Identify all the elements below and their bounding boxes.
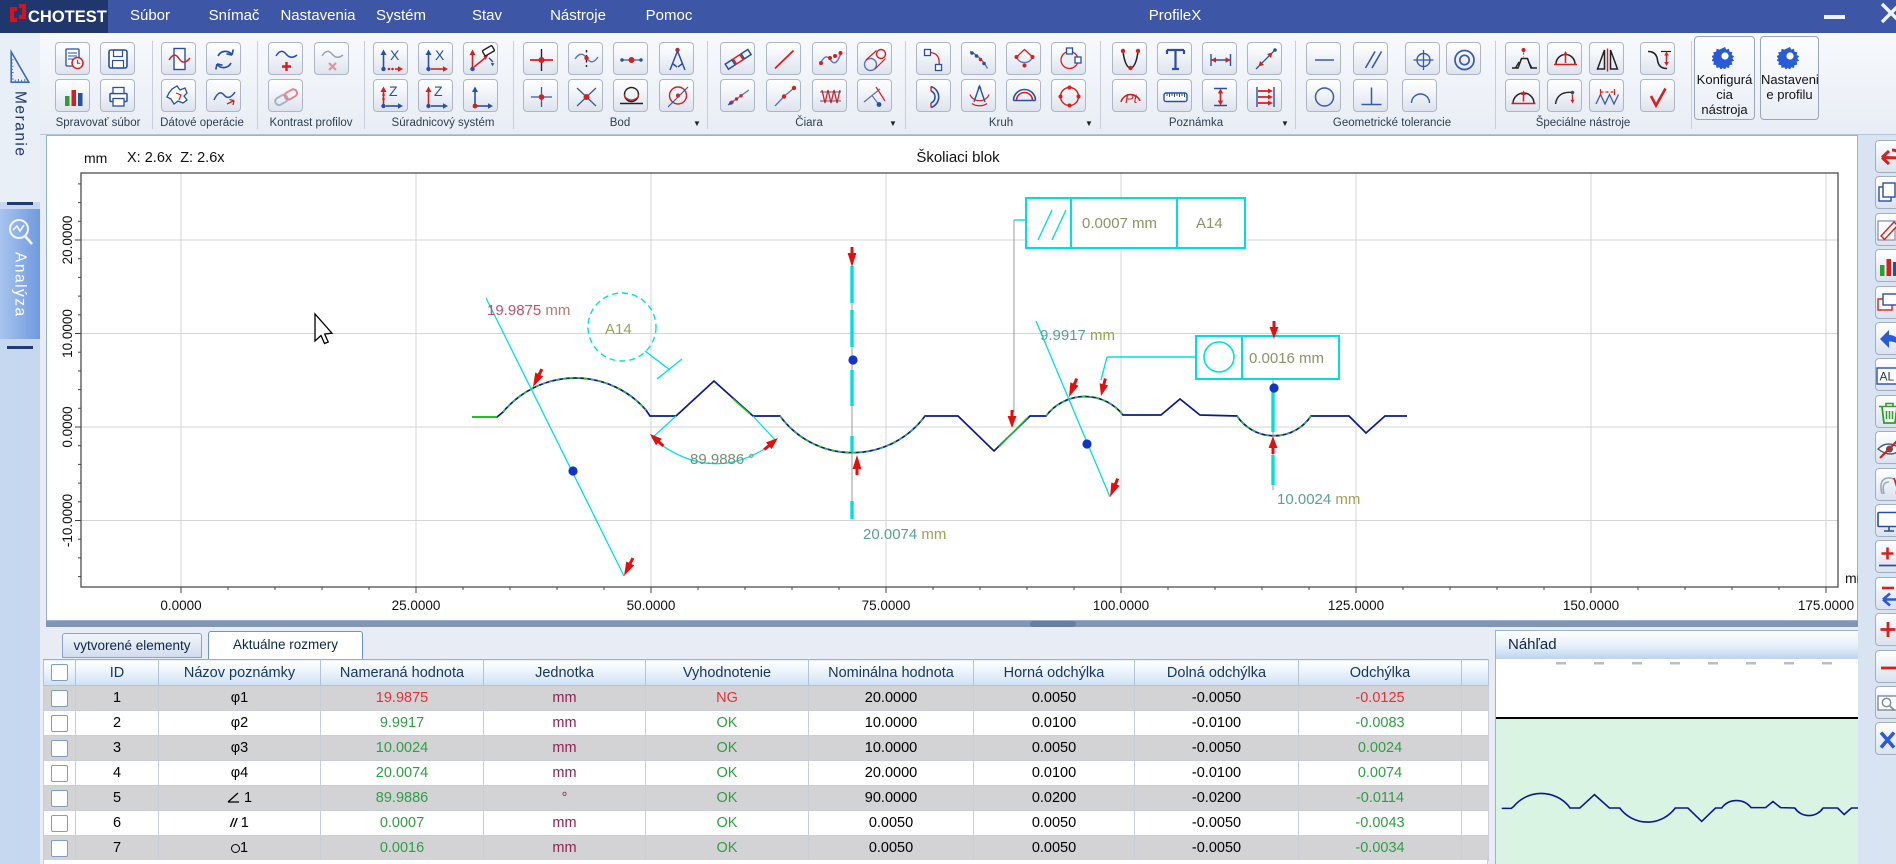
svg-text:0.0016 mm: 0.0016 mm bbox=[1249, 350, 1324, 367]
svg-text:25.0000: 25.0000 bbox=[392, 598, 441, 613]
svg-text:0.0000: 0.0000 bbox=[60, 406, 75, 447]
svg-text:10.0000: 10.0000 bbox=[60, 309, 75, 358]
svg-text:75.0000: 75.0000 bbox=[862, 598, 911, 613]
svg-text:20.0000: 20.0000 bbox=[60, 216, 75, 265]
svg-text:Pt: Pt bbox=[1125, 91, 1139, 106]
svg-text:Z: Z bbox=[389, 83, 398, 99]
svg-text:150.0000: 150.0000 bbox=[1563, 598, 1619, 613]
svg-text:0.0000: 0.0000 bbox=[160, 598, 201, 613]
svg-text:A14: A14 bbox=[605, 321, 632, 338]
svg-text:AL: AL bbox=[1880, 370, 1895, 384]
svg-text:20.0074 mm: 20.0074 mm bbox=[863, 526, 946, 543]
svg-text:X: X bbox=[435, 47, 445, 63]
svg-text:19.9875 mm: 19.9875 mm bbox=[487, 302, 570, 319]
svg-text:125.0000: 125.0000 bbox=[1328, 598, 1384, 613]
svg-text:10.0024 mm: 10.0024 mm bbox=[1277, 491, 1360, 508]
svg-text:50.0000: 50.0000 bbox=[627, 598, 676, 613]
svg-text:0.0007 mm: 0.0007 mm bbox=[1082, 215, 1157, 232]
svg-text:mm: mm bbox=[1845, 570, 1858, 586]
svg-text:9.9917 mm: 9.9917 mm bbox=[1040, 327, 1115, 344]
svg-text:X: 2.6x Z: 2.6x: X: 2.6x Z: 2.6x bbox=[127, 150, 225, 166]
svg-text:X: X bbox=[390, 47, 400, 63]
svg-text:mm: mm bbox=[84, 150, 107, 166]
svg-text:Z: Z bbox=[434, 83, 443, 99]
svg-text:-10.0000: -10.0000 bbox=[60, 494, 75, 547]
svg-text:Školiaci blok: Školiaci blok bbox=[916, 149, 1000, 166]
svg-text:A14: A14 bbox=[1196, 215, 1223, 232]
svg-text:100.0000: 100.0000 bbox=[1093, 598, 1149, 613]
svg-text:89.9886 °: 89.9886 ° bbox=[690, 451, 754, 468]
svg-text:175.0000: 175.0000 bbox=[1798, 598, 1854, 613]
